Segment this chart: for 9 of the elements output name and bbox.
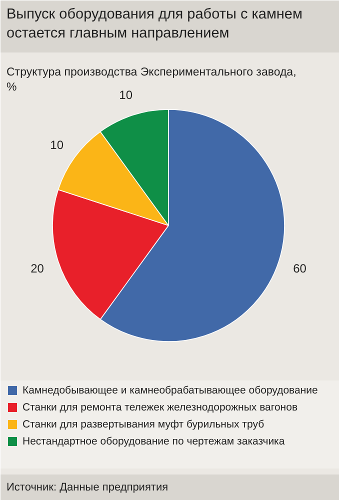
legend-label: Станки для ремонта тележек железнодорожных вагонов — [22, 402, 298, 414]
text: Источник: Данные предприятия — [6, 482, 168, 494]
legend-label: Камнедобывающее и камнеобрабатывающее оборудование — [22, 384, 318, 396]
data-label: 20 — [30, 262, 44, 276]
data-label: 60 — [293, 262, 307, 276]
legend-label: Нестандартное оборудование по чертежам заказчика — [22, 436, 285, 448]
chart-title: Выпуск оборудования для работы с камнем остается главным направлением — [6, 6, 302, 42]
legend-label: Станки для развертывания муфт бурильных труб — [22, 418, 264, 430]
data-label: 10 — [50, 138, 64, 152]
